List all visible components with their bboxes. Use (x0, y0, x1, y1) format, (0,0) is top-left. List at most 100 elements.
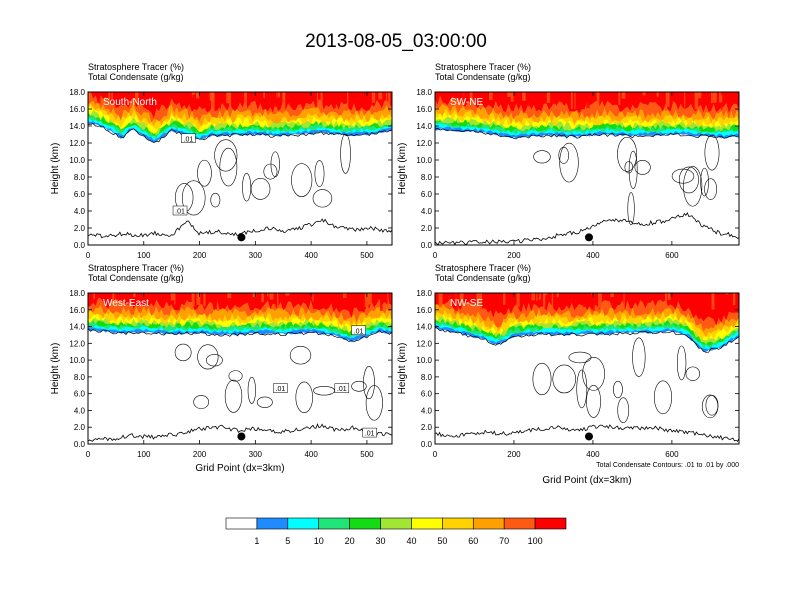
tracer-streak (191, 293, 195, 307)
tracer-streak (135, 92, 139, 103)
y-tick-label: 12.0 (69, 139, 85, 148)
tracer-streak (454, 293, 458, 311)
tracer-streak (596, 293, 599, 299)
colorbar-label: 1 (254, 536, 259, 546)
x-tick-label: 200 (193, 450, 207, 459)
condensate-contour (533, 150, 551, 164)
tracer-streak (336, 293, 339, 310)
tracer-streak (596, 92, 600, 107)
tracer-streak (623, 293, 625, 310)
tracer-streak (191, 92, 194, 98)
tracer-streak (112, 293, 115, 308)
tracer-streak (127, 92, 130, 95)
tracer-streak (711, 293, 715, 310)
condensate-contour (363, 366, 375, 400)
condensate-contour (558, 146, 569, 164)
tracer-streak (312, 293, 314, 302)
y-tick-label: 8.0 (421, 373, 433, 382)
tracer-streak (621, 92, 626, 99)
tracer-streak (192, 92, 197, 103)
tracer-streak (289, 293, 292, 303)
tracer-streak (174, 293, 176, 305)
tracer-streak (690, 92, 694, 104)
tracer-streak (510, 92, 514, 102)
tracer-streak (546, 92, 551, 103)
condensate-contour (617, 397, 630, 423)
y-tick-label: 0.0 (74, 440, 86, 449)
condensate-contour (632, 337, 646, 377)
tracer-band-10 (88, 92, 392, 119)
tracer-streak (244, 92, 247, 107)
panel-frame (87, 292, 393, 445)
condensate-contour (704, 178, 718, 200)
location-marker (584, 233, 593, 242)
condensate-contour-upper (88, 328, 392, 343)
x-tick-label: 100 (137, 251, 151, 260)
tracer-streak (582, 293, 587, 308)
tracer-streak (719, 92, 723, 103)
tracer-streak (522, 92, 526, 101)
condensate-contour (586, 385, 601, 418)
tracer-streak (320, 92, 323, 110)
x-tick-label: 400 (304, 450, 318, 459)
tracer-streak (196, 92, 199, 106)
panel-header-line2: Total Condensate (g/kg) (435, 72, 531, 82)
panel-label: South-North (103, 97, 157, 108)
tracer-streak (709, 92, 711, 106)
tracer-streak (195, 92, 200, 99)
colorbar-swatch (472, 517, 505, 530)
y-tick-label: 18.0 (69, 88, 85, 97)
tracer-streak (97, 92, 101, 104)
x-axis-label: Grid Point (dx=3km) (195, 463, 284, 474)
tracer-streak (586, 92, 590, 109)
condensate-contour-upper (88, 123, 392, 143)
tracer-streak (170, 293, 175, 301)
terrain-line (88, 423, 392, 442)
tracer-streak (656, 92, 659, 97)
colorbar-label: 50 (437, 536, 447, 546)
tracer-streak (598, 293, 602, 309)
condensate-contour (613, 380, 623, 399)
tracer-streak (115, 293, 117, 299)
tracer-streak (273, 92, 278, 107)
contour-label: .01 (362, 427, 377, 438)
tracer-streak (493, 293, 496, 303)
tracer-streak (380, 293, 384, 301)
y-tick-label: 18.0 (416, 88, 432, 97)
y-tick-label: 18.0 (69, 289, 85, 298)
tracer-streak (618, 92, 621, 106)
panel-header-line1: Stratosphere Tracer (%) (435, 263, 531, 273)
tracer-streak (343, 293, 347, 298)
tracer-streak (627, 92, 630, 99)
contour-label-text: .01 (337, 386, 347, 393)
terrain-line (435, 424, 739, 442)
x-tick-label: 0 (86, 450, 91, 459)
condensate-contour (678, 166, 699, 194)
tracer-streak (189, 92, 193, 107)
tracer-streak (725, 293, 729, 295)
x-tick-label: 400 (586, 450, 600, 459)
condensate-contour-upper (435, 326, 739, 353)
condensate-contour (617, 136, 638, 172)
x-axis-label: Grid Point (dx=3km) (542, 475, 631, 486)
x-tick-label: 300 (249, 450, 263, 459)
tracer-streak (538, 293, 541, 300)
condensate-contour (214, 139, 238, 172)
tracer-streak (684, 92, 686, 108)
contour-footnote: Total Condensate Contours: .01 to .01 by… (596, 462, 739, 469)
condensate-contour (242, 173, 252, 202)
tracer-band-10 (435, 293, 739, 326)
x-tick-label: 500 (360, 450, 374, 459)
colorbar-swatch (349, 517, 381, 530)
y-tick-label: 0.0 (74, 241, 86, 250)
y-tick-label: 4.0 (421, 406, 433, 415)
y-tick-label: 14.0 (416, 122, 432, 131)
tracer-streak (537, 293, 540, 297)
y-tick-label: 8.0 (74, 173, 86, 182)
tracer-streak (333, 92, 336, 109)
location-marker (237, 432, 246, 441)
colorbar: 1 5 10 20 30 40 50 60 70 100 (225, 517, 567, 546)
x-tick-label: 0 (86, 251, 91, 260)
tracer-streak (732, 293, 736, 306)
condensate-contour (552, 364, 576, 394)
